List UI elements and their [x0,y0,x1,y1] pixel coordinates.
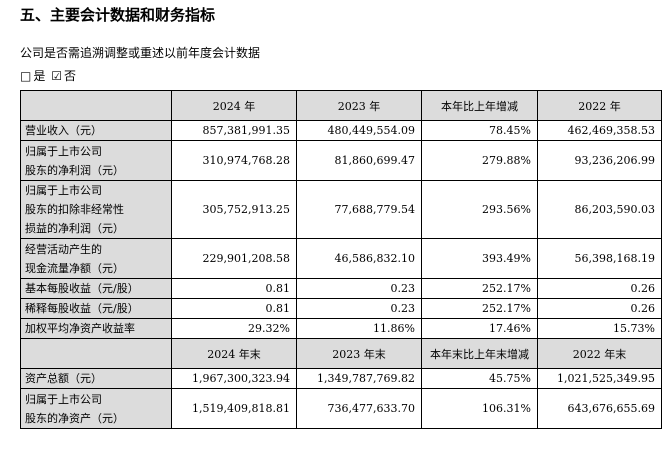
value-cell: 1,349,787,769.82 [296,368,422,389]
value-cell: 393.49% [421,238,538,279]
no-checkbox[interactable]: ☑ [51,69,62,83]
value-cell: 0.81 [171,278,297,299]
financial-indicators-table: 2024 年 2023 年 本年比上年增减 2022 年 营业收入（元） 857… [20,90,662,429]
yes-checkbox[interactable]: □ [20,69,32,83]
table-row: 经营活动产生的 现金流量净额（元） 229,901,208.58 46,586,8… [20,238,662,279]
table-row: 归属于上市公司 股东的净资产（元） 1,519,409,818.81 736,47… [20,388,662,429]
table-header-row: 2024 年末 2023 年末 本年末比上年末增减 2022 年末 [20,338,662,369]
table-row: 营业收入（元） 857,381,991.35 480,449,554.09 78… [20,120,662,141]
value-cell: 78.45% [421,120,538,141]
value-cell: 46,586,832.10 [296,238,422,279]
value-cell: 56,398,168.19 [537,238,662,279]
value-cell: 106.31% [421,388,538,429]
value-cell: 857,381,991.35 [171,120,297,141]
value-cell: 229,901,208.58 [171,238,297,279]
row-label: 稀释每股收益（元/股） [20,298,172,319]
header-cell: 2023 年末 [296,338,422,369]
value-cell: 736,477,633.70 [296,388,422,429]
value-cell: 77,688,779.54 [296,180,422,239]
row-label: 归属于上市公司 股东的净利润（元） [20,140,172,181]
value-cell: 310,974,768.28 [171,140,297,181]
restatement-choices: □ 是 ☑ 否 [20,68,78,84]
header-cell: 2024 年末 [171,338,297,369]
value-cell: 0.81 [171,298,297,319]
value-cell: 45.75% [421,368,538,389]
value-cell: 11.86% [296,318,422,339]
row-label: 营业收入（元） [20,120,172,141]
table-row: 基本每股收益（元/股） 0.81 0.23 252.17% 0.26 [20,278,662,299]
value-cell: 1,519,409,818.81 [171,388,297,429]
row-label: 加权平均净资产收益率 [20,318,172,339]
value-cell: 252.17% [421,298,538,319]
value-cell: 0.26 [537,278,662,299]
value-cell: 81,860,699.47 [296,140,422,181]
header-cell: 2022 年 [537,90,662,121]
value-cell: 15.73% [537,318,662,339]
header-cell: 2023 年 [296,90,422,121]
value-cell: 279.88% [421,140,538,181]
row-label: 经营活动产生的 现金流量净额（元） [20,238,172,279]
value-cell: 0.23 [296,298,422,319]
header-cell [20,90,172,121]
value-cell: 305,752,913.25 [171,180,297,239]
table-row: 资产总额（元） 1,967,300,323.94 1,349,787,769.8… [20,368,662,389]
table-row: 稀释每股收益（元/股） 0.81 0.23 252.17% 0.26 [20,298,662,319]
row-label: 归属于上市公司 股东的净资产（元） [20,388,172,429]
table-row: 加权平均净资产收益率 29.32% 11.86% 17.46% 15.73% [20,318,662,339]
value-cell: 293.56% [421,180,538,239]
value-cell: 93,236,206.99 [537,140,662,181]
value-cell: 462,469,358.53 [537,120,662,141]
row-label: 基本每股收益（元/股） [20,278,172,299]
value-cell: 0.26 [537,298,662,319]
row-label: 归属于上市公司 股东的扣除非经常性 损益的净利润（元） [20,180,172,239]
value-cell: 252.17% [421,278,538,299]
table-header-row: 2024 年 2023 年 本年比上年增减 2022 年 [20,90,662,121]
page-title: 五、主要会计数据和财务指标 [20,6,216,24]
header-cell: 本年末比上年末增减 [421,338,538,369]
value-cell: 1,967,300,323.94 [171,368,297,389]
value-cell: 29.32% [171,318,297,339]
value-cell: 480,449,554.09 [296,120,422,141]
row-label: 资产总额（元） [20,368,172,389]
yes-label: 是 [33,69,46,83]
no-label: 否 [63,69,76,83]
value-cell: 1,021,525,349.95 [537,368,662,389]
value-cell: 17.46% [421,318,538,339]
header-cell [20,338,172,369]
table-row: 归属于上市公司 股东的扣除非经常性 损益的净利润（元） 305,752,913.25… [20,180,662,239]
header-cell: 2024 年 [171,90,297,121]
value-cell: 86,203,590.03 [537,180,662,239]
value-cell: 643,676,655.69 [537,388,662,429]
table-row: 归属于上市公司 股东的净利润（元） 310,974,768.28 81,860,6… [20,140,662,181]
value-cell: 0.23 [296,278,422,299]
header-cell: 2022 年末 [537,338,662,369]
header-cell: 本年比上年增减 [421,90,538,121]
restatement-question: 公司是否需追溯调整或重述以前年度会计数据 [20,46,261,60]
